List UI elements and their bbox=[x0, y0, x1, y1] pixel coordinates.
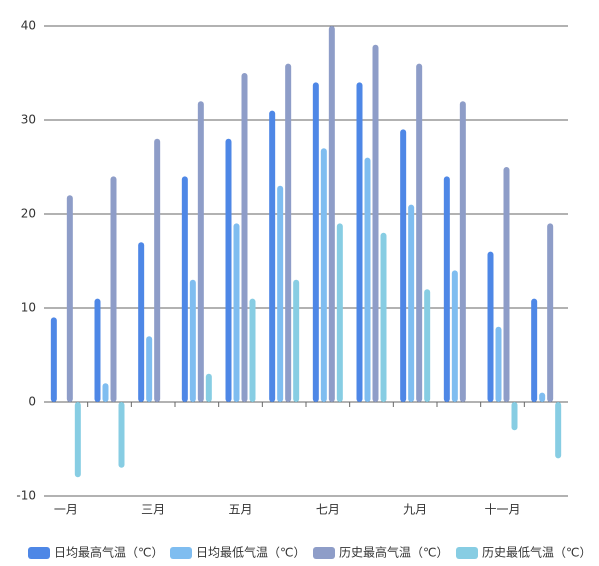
bar bbox=[293, 279, 300, 402]
x-tick-label: 七月 bbox=[316, 503, 340, 517]
x-tick-label: 九月 bbox=[403, 503, 427, 517]
x-tick-label: 一月 bbox=[54, 503, 78, 517]
y-tick-label: 20 bbox=[21, 207, 36, 221]
y-tick-label: 10 bbox=[21, 301, 36, 315]
bar bbox=[285, 63, 292, 402]
y-tick-label: 0 bbox=[28, 395, 36, 409]
bar bbox=[66, 195, 73, 402]
bar bbox=[451, 270, 458, 402]
bar bbox=[503, 167, 510, 402]
bar bbox=[364, 157, 371, 402]
bar bbox=[487, 251, 494, 402]
bar bbox=[495, 326, 502, 402]
bar bbox=[336, 223, 343, 402]
bar bbox=[380, 232, 387, 402]
bar bbox=[416, 63, 423, 402]
legend-label: 历史最低气温（℃） bbox=[482, 545, 591, 560]
bar bbox=[531, 298, 538, 402]
bar bbox=[312, 82, 319, 403]
bar bbox=[424, 289, 431, 402]
bar bbox=[146, 336, 153, 402]
x-tick-label: 五月 bbox=[228, 503, 252, 517]
legend-swatch bbox=[456, 547, 478, 559]
bar bbox=[249, 298, 256, 402]
bar bbox=[555, 402, 562, 459]
bar bbox=[189, 279, 196, 402]
bar bbox=[269, 110, 276, 402]
legend-swatch bbox=[28, 547, 50, 559]
bar bbox=[328, 26, 335, 402]
bar bbox=[372, 44, 379, 403]
bar bbox=[50, 317, 57, 402]
bar bbox=[356, 82, 363, 403]
legend-label: 历史最高气温（℃） bbox=[339, 545, 448, 560]
bar bbox=[205, 373, 212, 402]
legend-swatch bbox=[313, 547, 335, 559]
bar bbox=[443, 176, 450, 402]
x-tick-label: 三月 bbox=[141, 503, 165, 517]
y-tick-label: -10 bbox=[16, 489, 36, 503]
bar bbox=[539, 392, 546, 402]
bar bbox=[110, 176, 117, 402]
bar bbox=[320, 148, 327, 402]
bar bbox=[400, 129, 407, 402]
bar bbox=[94, 298, 101, 402]
bar bbox=[225, 138, 232, 403]
x-tick-label: 十一月 bbox=[484, 503, 520, 517]
bar bbox=[241, 73, 248, 402]
bar bbox=[547, 223, 554, 402]
bar bbox=[277, 185, 284, 402]
bar bbox=[181, 176, 188, 402]
bar bbox=[459, 101, 466, 402]
legend-label: 日均最低气温（℃） bbox=[196, 545, 305, 560]
y-tick-label: 40 bbox=[21, 19, 36, 33]
bar bbox=[138, 242, 145, 402]
y-tick-label: 30 bbox=[21, 113, 36, 127]
bar bbox=[118, 402, 125, 468]
bar bbox=[102, 383, 109, 402]
legend-swatch bbox=[170, 547, 192, 559]
bar bbox=[233, 223, 240, 402]
bar bbox=[511, 402, 518, 431]
bar bbox=[154, 138, 161, 403]
bar bbox=[197, 101, 204, 402]
legend-label: 日均最高气温（℃） bbox=[54, 545, 163, 560]
bar bbox=[74, 402, 81, 478]
bar bbox=[408, 204, 415, 402]
